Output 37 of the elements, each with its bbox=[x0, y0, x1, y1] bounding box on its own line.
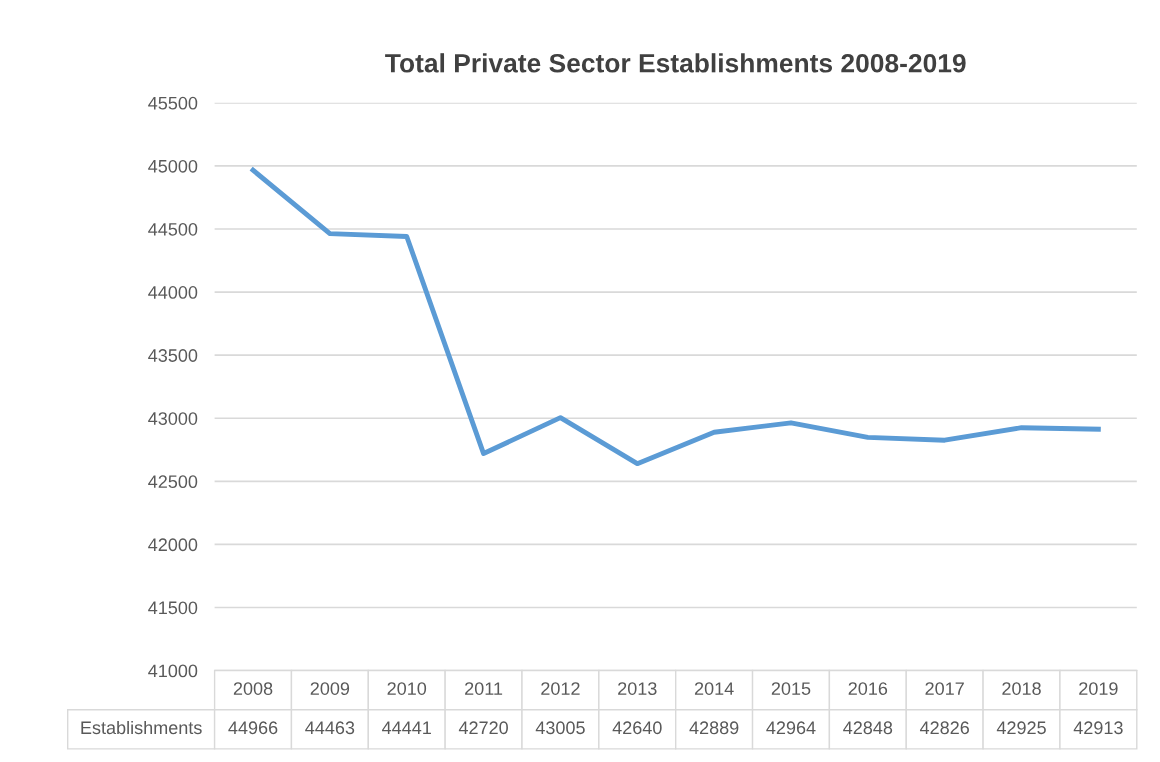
y-tick-label: 44500 bbox=[148, 222, 198, 236]
x-tick-label: 2011 bbox=[465, 682, 503, 695]
x-tick-label: 2015 bbox=[771, 682, 811, 695]
x-tick-label: 2018 bbox=[1002, 682, 1041, 695]
data-label: 42964 bbox=[766, 721, 816, 735]
data-label: 42925 bbox=[996, 721, 1046, 735]
data-label: 43005 bbox=[535, 721, 585, 735]
y-tick-label: 44000 bbox=[148, 286, 198, 299]
x-tick-label: 2014 bbox=[694, 682, 734, 695]
data-label: 42889 bbox=[689, 721, 739, 735]
x-tick-label: 2012 bbox=[541, 682, 580, 695]
data-label: 42720 bbox=[458, 721, 508, 735]
x-tick-label: 2017 bbox=[925, 682, 964, 695]
text: Establishments bbox=[81, 720, 202, 735]
y-tick-label: 41000 bbox=[148, 664, 198, 678]
y-tick-label: 41500 bbox=[148, 601, 198, 615]
y-tick-label: 45500 bbox=[148, 96, 198, 110]
y-tick-label: 42000 bbox=[148, 538, 198, 552]
x-tick-label: 2010 bbox=[387, 682, 427, 695]
data-label: 44966 bbox=[228, 721, 278, 735]
line-series bbox=[250, 167, 1101, 467]
y-tick-label: 43000 bbox=[148, 412, 198, 425]
data-label: 44441 bbox=[382, 721, 431, 734]
x-tick-label: 2008 bbox=[233, 682, 273, 695]
data-label: 42913 bbox=[1073, 721, 1123, 735]
x-tick-label: 2009 bbox=[310, 682, 350, 695]
chart-title: Total Private Sector Establishments 2008-2019 bbox=[385, 53, 966, 73]
x-tick-label: 2016 bbox=[848, 682, 888, 695]
y-tick-label: 45000 bbox=[148, 159, 198, 173]
data-label: 44463 bbox=[305, 721, 355, 735]
x-tick-label: 2013 bbox=[618, 682, 657, 695]
data-label: 42640 bbox=[612, 721, 662, 735]
y-tick-label: 42500 bbox=[148, 475, 198, 489]
data-label: 42826 bbox=[919, 721, 969, 735]
data-label: 42848 bbox=[843, 721, 893, 735]
x-tick-label: 2019 bbox=[1079, 682, 1118, 695]
y-tick-label: 43500 bbox=[148, 349, 198, 362]
